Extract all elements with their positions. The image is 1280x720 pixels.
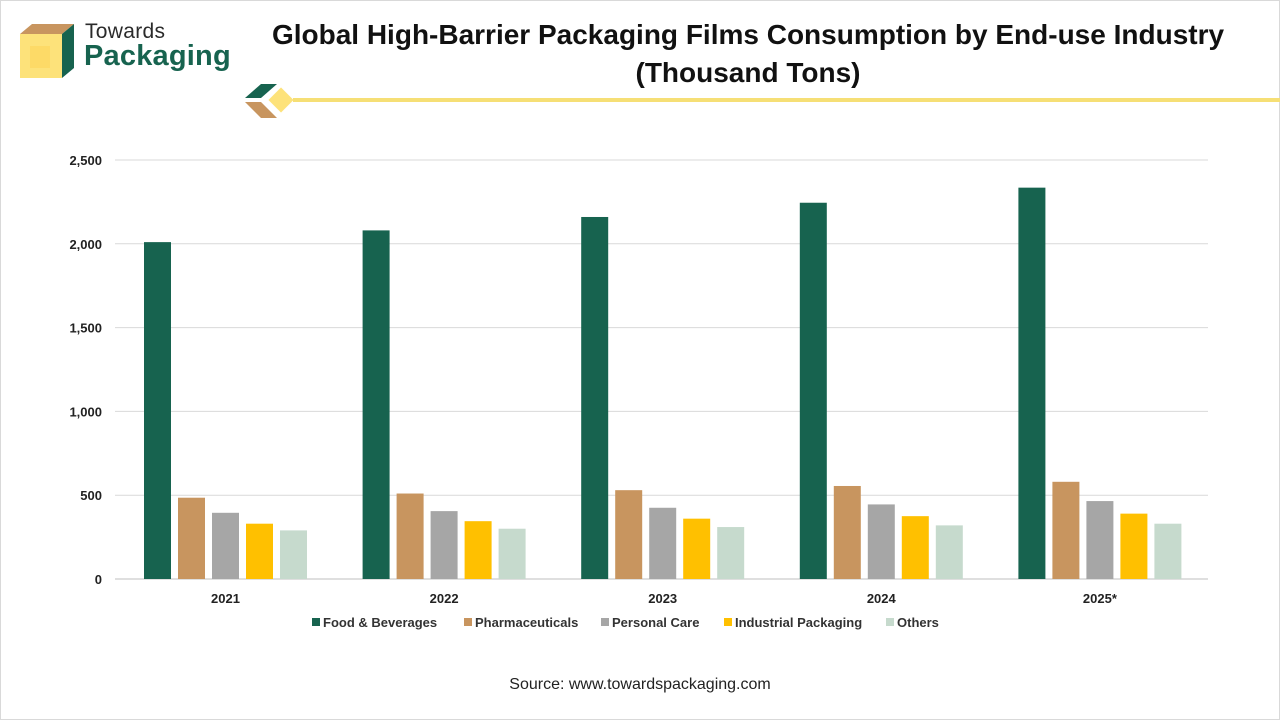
x-tick-label: 2024 — [867, 591, 897, 606]
bar-industrial-packaging-2023 — [683, 518, 711, 579]
box-logo-icon — [20, 24, 74, 78]
legend-label: Pharmaceuticals — [475, 615, 578, 630]
legend-label: Personal Care — [612, 615, 699, 630]
divider-line — [293, 98, 1280, 102]
bars — [144, 187, 1182, 580]
bar-pharmaceuticals-2022 — [396, 493, 424, 579]
legend-swatch — [886, 618, 894, 626]
bar-food-beverages-2022 — [362, 230, 390, 579]
bar-others-2022 — [498, 528, 526, 579]
logo-text-line1: Towards — [85, 20, 166, 43]
legend-label: Food & Beverages — [323, 615, 437, 630]
bar-personal-care-2024 — [867, 504, 895, 579]
bar-food-beverages-2023 — [581, 216, 609, 579]
bar-industrial-packaging-2021 — [246, 523, 273, 579]
bar-personal-care-2021 — [212, 512, 239, 579]
bar-personal-care-2025 — [1086, 501, 1114, 579]
bar-others-2025 — [1154, 523, 1182, 579]
bar-pharmaceuticals-2021 — [178, 497, 205, 579]
chart-title: Global High-Barrier Packaging Films Cons… — [240, 16, 1256, 92]
bar-personal-care-2023 — [649, 507, 677, 579]
chart-title-line1: Global High-Barrier Packaging Films Cons… — [271, 19, 1225, 50]
bar-pharmaceuticals-2024 — [833, 485, 861, 579]
title-divider — [245, 84, 1280, 118]
legend-swatch — [464, 618, 472, 626]
bar-food-beverages-2024 — [799, 202, 827, 579]
y-tick-label: 1,000 — [69, 404, 102, 419]
y-tick-label: 0 — [95, 572, 102, 587]
bar-industrial-packaging-2024 — [901, 516, 929, 579]
bar-industrial-packaging-2025 — [1120, 513, 1148, 579]
x-axis-labels: 2021 2022 2023 2024 2025* — [211, 591, 1118, 606]
x-tick-label: 2023 — [648, 591, 677, 606]
legend: Food & Beverages Pharmaceuticals Personal … — [312, 615, 939, 630]
logo-text-line2: Packaging — [84, 40, 231, 72]
bar-others-2023 — [717, 527, 745, 579]
chart-title-line2: (Thousand Tons) — [635, 57, 861, 88]
x-tick-label: 2021 — [211, 591, 240, 606]
legend-label: Others — [897, 615, 939, 630]
bar-food-beverages-2021 — [144, 242, 171, 579]
divider-green-chevron-icon — [245, 84, 277, 98]
x-tick-label: 2022 — [430, 591, 459, 606]
bar-pharmaceuticals-2025 — [1052, 481, 1080, 579]
y-tick-label: 2,000 — [69, 237, 102, 252]
legend-swatch — [312, 618, 320, 626]
bar-others-2024 — [935, 525, 963, 579]
legend-label: Industrial Packaging — [735, 615, 862, 630]
legend-swatch — [724, 618, 732, 626]
bar-food-beverages-2025 — [1018, 187, 1046, 580]
legend-swatch — [601, 618, 609, 626]
bar-industrial-packaging-2022 — [464, 521, 492, 579]
bar-personal-care-2022 — [430, 511, 458, 579]
y-axis-labels: 0 500 1,000 1,500 2,000 2,500 — [69, 153, 102, 587]
x-tick-label: 2025* — [1083, 591, 1118, 606]
y-tick-label: 1,500 — [69, 321, 102, 336]
y-tick-label: 500 — [80, 488, 102, 503]
y-tick-label: 2,500 — [69, 153, 102, 168]
bar-pharmaceuticals-2023 — [615, 490, 643, 579]
divider-tan-chevron-icon — [245, 102, 277, 118]
source-note: Source: www.towardspackaging.com — [509, 676, 771, 693]
brand-logo: Towards Packaging — [16, 20, 236, 84]
bar-others-2021 — [280, 530, 307, 579]
